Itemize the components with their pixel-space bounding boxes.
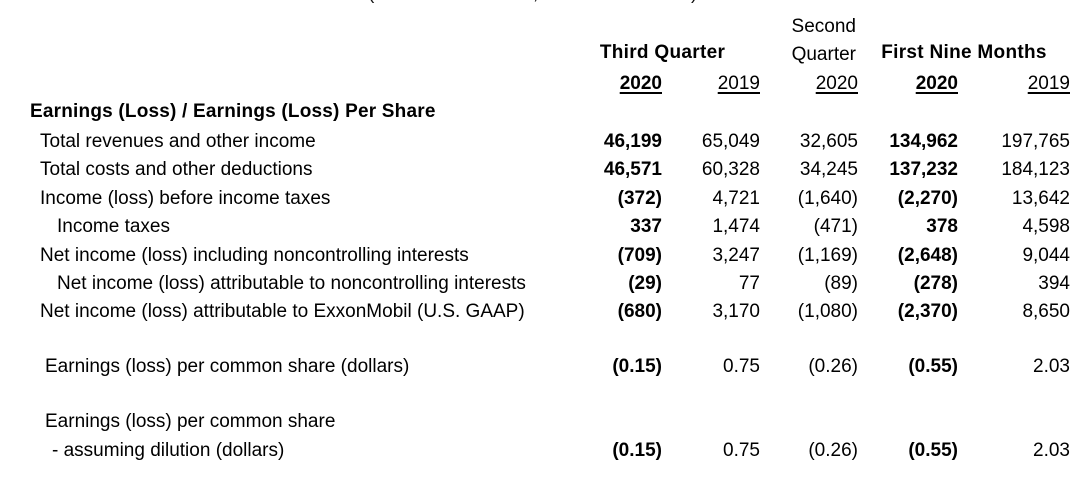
year-header-tq-2019: 2019 — [717, 73, 760, 94]
cropped-paren-close: ) — [691, 0, 697, 5]
year-header-fnm-2020: 2020 — [915, 73, 958, 94]
value-cell: 2.03 — [1033, 440, 1070, 461]
value-cell: 137,232 — [889, 159, 958, 180]
value-cell: (0.55) — [908, 440, 958, 461]
value-cell: (2,270) — [897, 188, 958, 209]
value-cell: (1,640) — [797, 188, 858, 209]
row-label: Total costs and other deductions — [40, 159, 313, 180]
table-row: Total revenues and other income 46,199 6… — [0, 130, 1075, 154]
row-label: Net income (loss) attributable to noncon… — [57, 273, 526, 294]
value-cell — [760, 410, 858, 434]
value-cell: 60,328 — [701, 159, 760, 180]
value-cell: 0.75 — [723, 356, 760, 377]
value-cell: 184,123 — [1001, 159, 1070, 180]
table-row: Net income (loss) attributable to ExxonM… — [0, 300, 1075, 324]
value-cell: (2,648) — [897, 245, 958, 266]
value-cell: (372) — [617, 188, 662, 209]
value-cell: 1,474 — [712, 216, 760, 237]
value-cell: (0.15) — [612, 356, 662, 377]
year-header-fnm-2019: 2019 — [1027, 73, 1070, 94]
value-cell: (471) — [813, 216, 858, 237]
value-cell: (0.26) — [808, 440, 858, 461]
row-label: Income (loss) before income taxes — [40, 188, 331, 209]
value-cell: 13,642 — [1011, 188, 1070, 209]
value-cell: 4,598 — [1022, 216, 1070, 237]
value-cell: (278) — [913, 273, 958, 294]
table-row: Income (loss) before income taxes (372) … — [0, 187, 1075, 211]
value-cell: (89) — [824, 273, 858, 294]
section-title-row: Earnings (Loss) / Earnings (Loss) Per Sh… — [0, 100, 1075, 124]
cropped-paren-open: ( — [368, 0, 374, 5]
value-cell: 0.75 — [723, 440, 760, 461]
table-row: Net income (loss) including noncontrolli… — [0, 244, 1075, 268]
value-cell: 3,247 — [712, 245, 760, 266]
value-cell: 3,170 — [712, 301, 760, 322]
table-row: Income taxes 337 1,474 (471) 378 4,598 — [0, 215, 1075, 239]
value-cell — [858, 410, 958, 434]
row-label: Net income (loss) attributable to ExxonM… — [40, 301, 525, 322]
section-title: Earnings (Loss) / Earnings (Loss) Per Sh… — [30, 101, 436, 122]
value-cell: (0.55) — [908, 356, 958, 377]
value-cell: (0.15) — [612, 440, 662, 461]
value-cell: (709) — [617, 245, 662, 266]
value-cell: 65,049 — [701, 131, 760, 152]
value-cell: (2,370) — [897, 301, 958, 322]
value-cell: (0.26) — [808, 356, 858, 377]
value-cell: 394 — [1038, 273, 1070, 294]
table-row: - assuming dilution (dollars) (0.15) 0.7… — [0, 439, 1075, 463]
row-label: Total revenues and other income — [40, 131, 316, 152]
cropped-comma: , — [533, 0, 538, 5]
row-label: Income taxes — [57, 216, 170, 237]
value-cell: (680) — [617, 301, 662, 322]
table-row: Net income (loss) attributable to noncon… — [0, 272, 1075, 296]
row-label: - assuming dilution (dollars) — [52, 440, 285, 461]
year-header-sq-2020: 2020 — [815, 73, 858, 94]
value-cell: 46,199 — [603, 131, 662, 152]
cropped-text-line: ( , ) — [0, 0, 1075, 8]
value-cell — [565, 410, 662, 434]
row-label: Earnings (loss) per common share — [45, 411, 336, 432]
column-header-third-quarter: Third Quarter — [599, 42, 726, 63]
value-cell — [662, 410, 760, 434]
value-cell: (1,169) — [797, 245, 858, 266]
value-cell: (1,080) — [797, 301, 858, 322]
year-header-spacer — [0, 72, 565, 96]
value-cell: 4,721 — [712, 188, 760, 209]
year-header-row: 2020 2019 2020 2020 2019 — [0, 72, 1075, 96]
value-cell — [958, 410, 1070, 434]
table-row: Total costs and other deductions 46,571 … — [0, 158, 1075, 182]
row-label: Earnings (loss) per common share (dollar… — [45, 356, 410, 377]
value-cell: 134,962 — [889, 131, 958, 152]
value-cell: 337 — [630, 216, 662, 237]
value-cell: 2.03 — [1033, 356, 1070, 377]
value-cell: 34,245 — [799, 159, 858, 180]
value-cell: (29) — [628, 273, 662, 294]
value-cell: 8,650 — [1022, 301, 1070, 322]
value-cell: 197,765 — [1001, 131, 1070, 152]
row-label: Net income (loss) including noncontrolli… — [40, 245, 469, 266]
value-cell: 77 — [738, 273, 760, 294]
column-header-first-nine-months: First Nine Months — [881, 42, 1047, 63]
column-header-second-quarter: Second Quarter — [791, 16, 856, 65]
table-row: Earnings (loss) per common share — [0, 410, 1075, 434]
value-cell: 32,605 — [799, 131, 858, 152]
year-header-tq-2020: 2020 — [619, 73, 662, 94]
table-row: Earnings (loss) per common share (dollar… — [0, 355, 1075, 379]
value-cell: 9,044 — [1022, 245, 1070, 266]
value-cell: 378 — [926, 216, 958, 237]
value-cell: 46,571 — [603, 159, 662, 180]
